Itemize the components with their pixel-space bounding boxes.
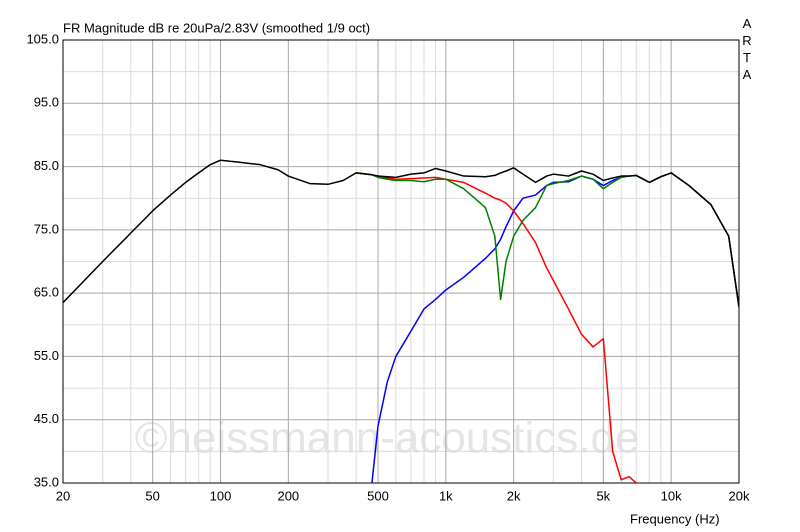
series-line <box>356 172 739 308</box>
x-tick-label: 10k <box>661 488 682 503</box>
watermark: ©heissmann-acoustics.de <box>135 414 639 463</box>
chart-title: FR Magnitude dB re 20uPa/2.83V (smoothed… <box>63 20 370 35</box>
y-tick-label: 65.0 <box>34 285 59 300</box>
plot-frame <box>62 39 740 484</box>
side-label-text: ARTA <box>740 16 755 84</box>
y-tick-label: 55.0 <box>34 348 59 363</box>
x-tick-label: 500 <box>367 488 389 503</box>
y-tick-label: 105.0 <box>26 31 59 46</box>
side-label: ARTA <box>740 16 755 84</box>
x-tick-label: 100 <box>210 488 232 503</box>
x-tick-label: 20k <box>729 488 750 503</box>
y-tick-label: 85.0 <box>34 158 59 173</box>
x-tick-label: 20 <box>56 488 70 503</box>
y-tick-label: 75.0 <box>34 221 59 236</box>
y-tick-label: 95.0 <box>34 95 59 110</box>
y-tick-label: 35.0 <box>34 474 59 489</box>
x-tick-label: 5k <box>596 488 610 503</box>
x-tick-label: 200 <box>277 488 299 503</box>
y-tick-label: 45.0 <box>34 411 59 426</box>
x-tick-label: 2k <box>507 488 521 503</box>
x-tick-label: 1k <box>439 488 453 503</box>
x-tick-label: 50 <box>145 488 159 503</box>
series-line <box>63 159 739 308</box>
x-axis-label: Frequency (Hz) <box>630 511 720 526</box>
series-line <box>356 172 637 483</box>
